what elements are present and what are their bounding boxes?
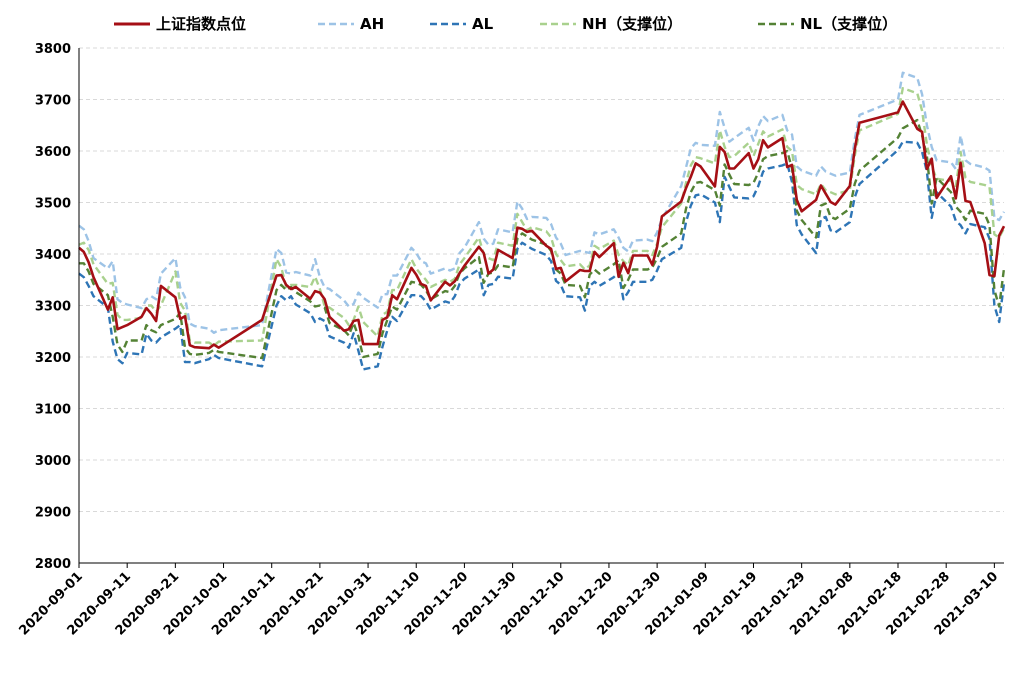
y-tick-label: 3600 (35, 145, 71, 160)
series-line-3 (78, 86, 1006, 347)
legend-label-0: 上证指数点位 (156, 15, 246, 33)
y-tick-label: 2900 (35, 506, 71, 521)
series-layer (78, 71, 1006, 371)
y-tick-label: 2800 (35, 557, 71, 572)
y-tick-label: 3200 (35, 351, 71, 366)
series-line-2 (78, 140, 1006, 371)
y-tick-label: 3500 (35, 197, 71, 212)
y-tick-label: 3400 (35, 248, 71, 263)
y-tick-label: 3300 (35, 300, 71, 315)
y-tick-label: 3700 (35, 94, 71, 109)
legend-label-1: AH (360, 15, 384, 33)
series-line-1 (78, 71, 1006, 334)
legend-label-2: AL (472, 15, 494, 33)
axes: 2800 2900 3000 3100 3200 3300 3400 3500 3600 3700… (16, 42, 1004, 639)
gridlines (79, 47, 1004, 512)
y-tick-label: 3100 (35, 403, 71, 418)
legend: 上证指数点位 AH AL NH（支撑位） NL（支撑位） (114, 15, 897, 33)
series-line-0 (78, 100, 1006, 350)
y-tick-label: 3800 (35, 42, 71, 57)
legend-label-4: NL（支撑位） (800, 15, 897, 33)
legend-label-3: NH（支撑位） (582, 15, 682, 33)
y-tick-label: 3000 (35, 454, 71, 469)
